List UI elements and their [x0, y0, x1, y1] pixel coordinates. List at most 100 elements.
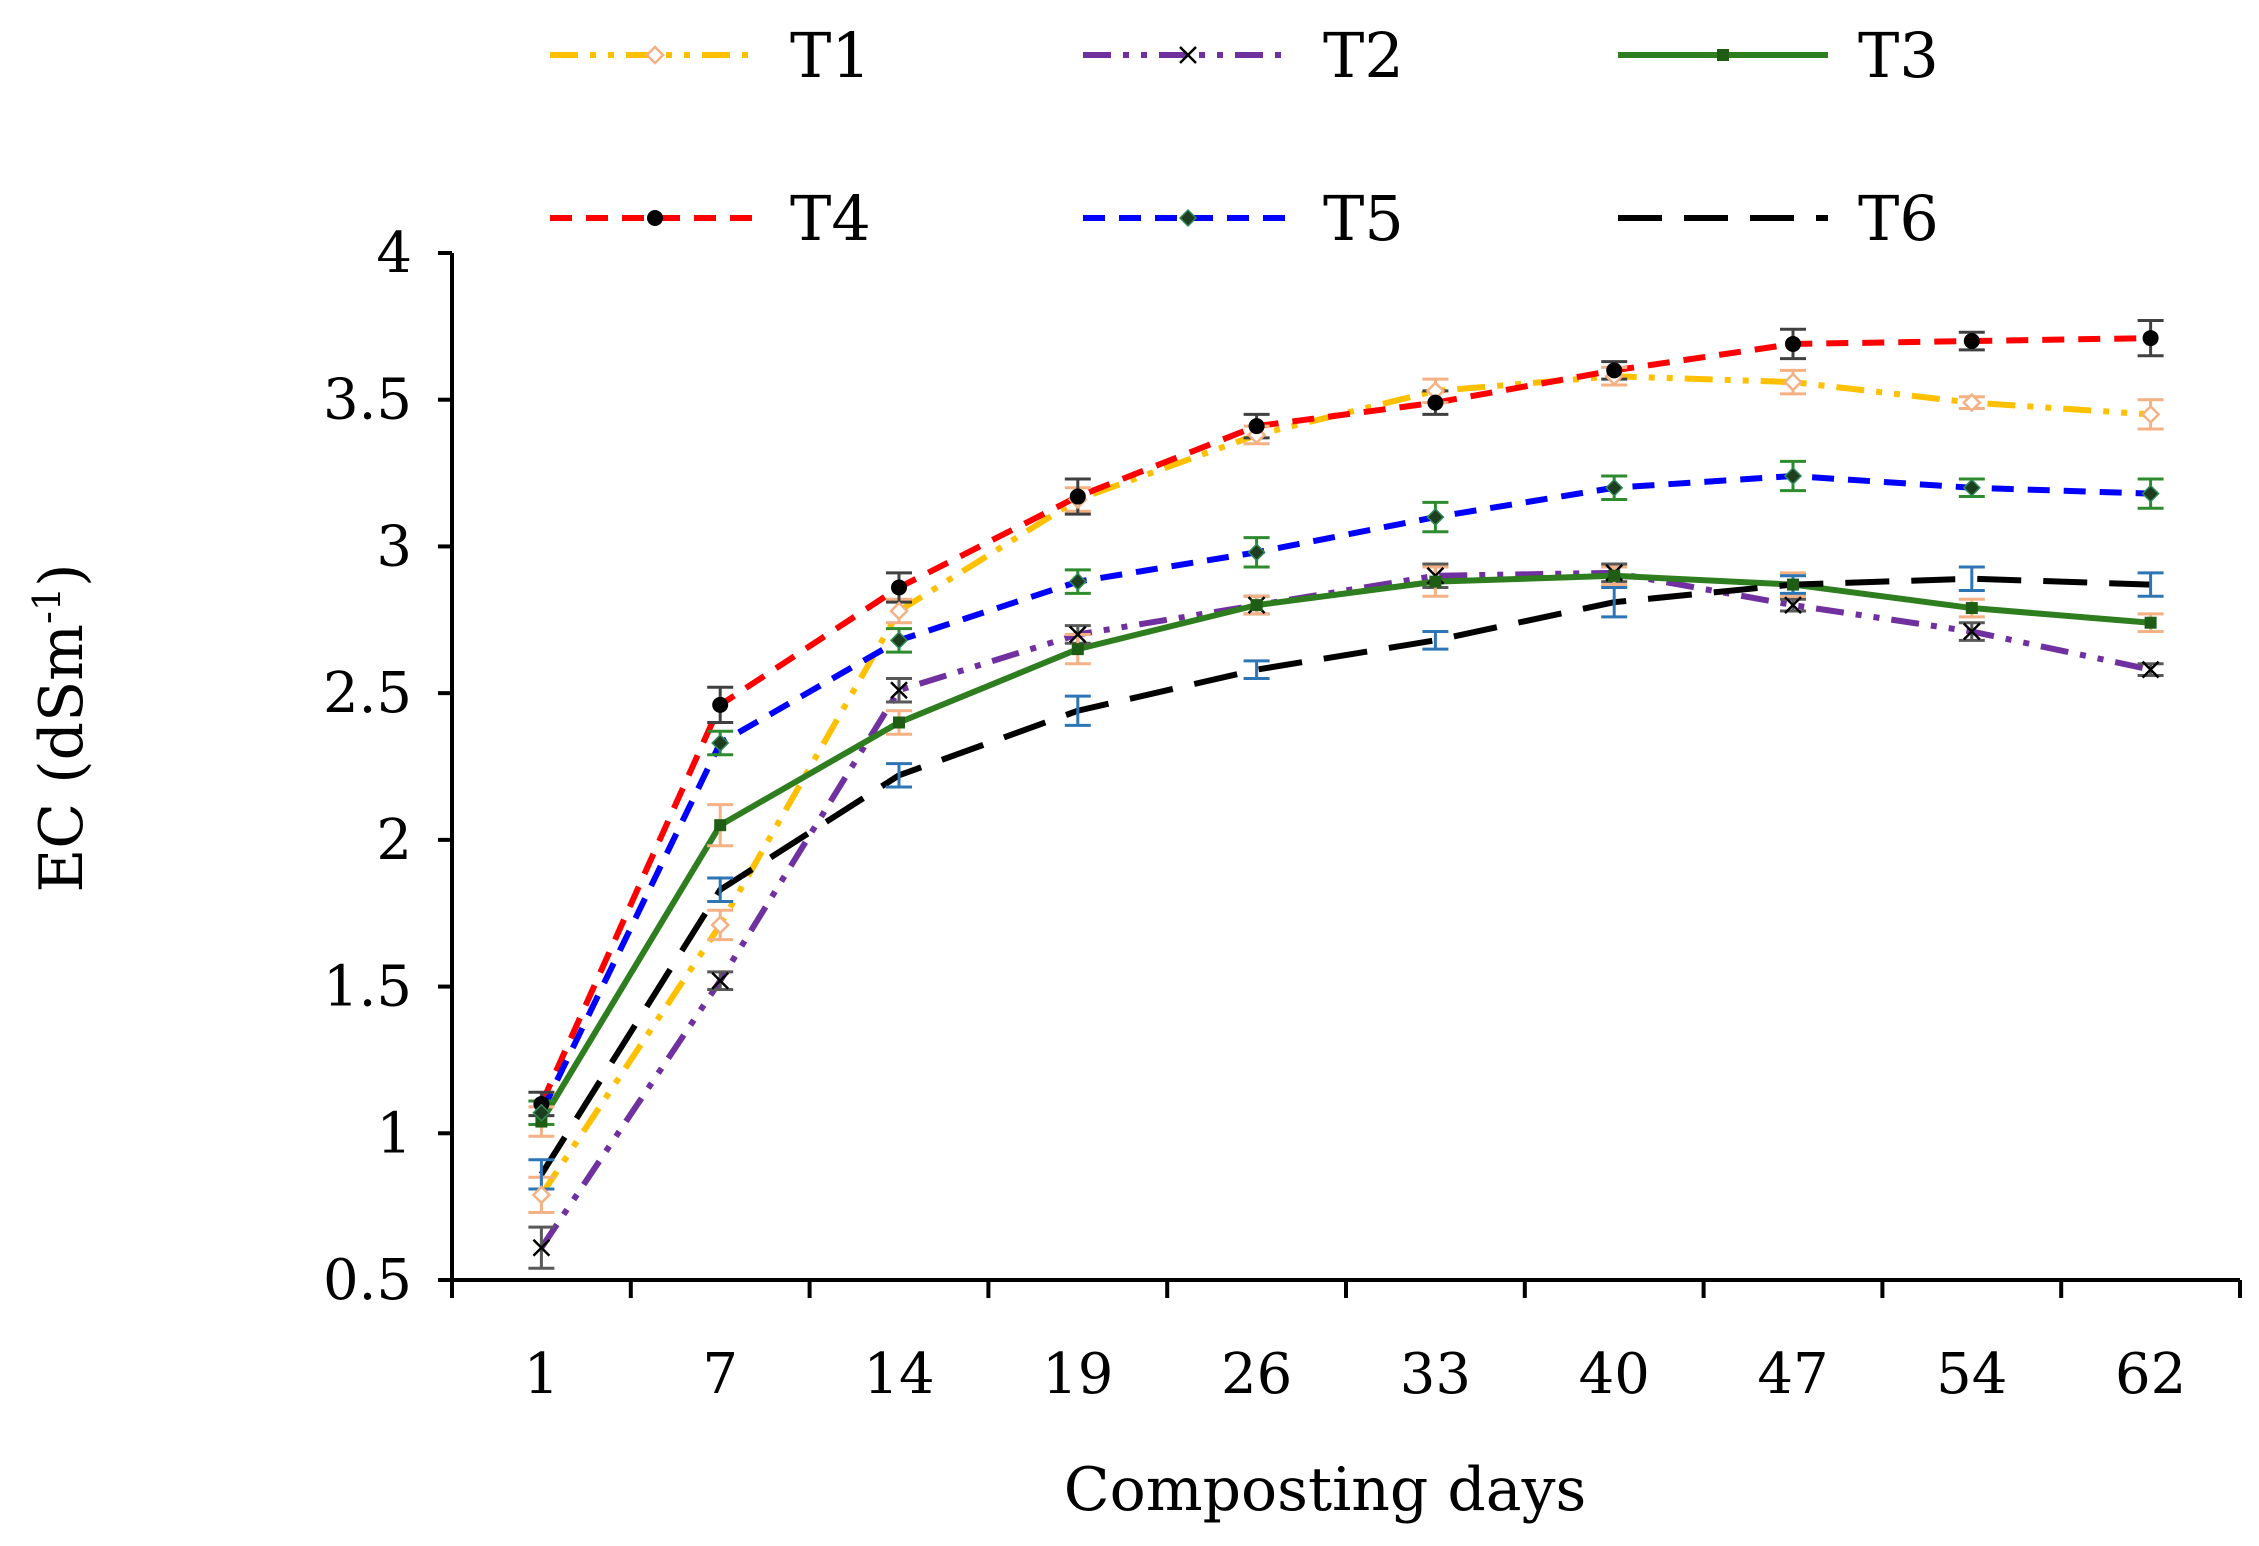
- data-point-t4: [1248, 418, 1265, 435]
- data-point-t5: [1068, 572, 1087, 591]
- data-point-t5: [711, 733, 730, 753]
- data-point-t2: [1784, 596, 1802, 614]
- data-point-t5: [1426, 508, 1445, 527]
- series-line-t3: [538, 572, 2151, 1124]
- data-point-t2: [2141, 660, 2160, 679]
- legend-item-t5: T5: [1083, 182, 1404, 255]
- legend-item-t6: T6: [1618, 182, 1939, 255]
- y-tick-label: 3: [376, 514, 412, 579]
- x-tick-label: 54: [1936, 1342, 2007, 1407]
- data-point-t3: [1608, 569, 1621, 582]
- legend-label-t3: T3: [1858, 19, 1939, 92]
- data-point-t3: [1071, 643, 1084, 656]
- legend-label-t5: T5: [1323, 182, 1404, 255]
- legend-label-t4: T4: [790, 182, 871, 255]
- data-point-t5: [2141, 484, 2160, 503]
- legend-item-t4: T4: [550, 182, 871, 255]
- series-line-t4: [538, 335, 2151, 1106]
- data-point-t4: [891, 579, 907, 596]
- y-tick-label: 4: [376, 221, 412, 286]
- x-tick-label: 33: [1400, 1342, 1471, 1407]
- data-point-t2-stroke-b: [890, 681, 908, 700]
- y-axis-title-main: EC (dSm: [27, 624, 97, 893]
- data-point-t4: [1606, 362, 1623, 379]
- data-point-t3: [1965, 602, 1978, 615]
- data-point-t3: [1429, 575, 1442, 588]
- data-point-t5: [1783, 466, 1803, 486]
- data-point-t4: [2142, 330, 2159, 347]
- y-axis-title-superscript: -1: [25, 587, 69, 624]
- error-bar-t6: [886, 762, 912, 789]
- data-point-t1: [1962, 392, 1982, 413]
- data-point-t2-stroke-b: [1784, 596, 1802, 614]
- data-point-t4: [712, 696, 729, 713]
- legend-label-t1: T1: [790, 19, 871, 92]
- data-point-t1: [710, 915, 730, 935]
- data-point-t2-stroke-b: [1068, 625, 1087, 644]
- series-line-t1: [538, 373, 2151, 1197]
- error-bar-t6: [1958, 565, 1985, 592]
- data-point-t2-stroke-b: [711, 971, 730, 990]
- legend-item-t3: T3: [1618, 19, 1939, 92]
- series-line-t2: [538, 569, 2152, 1250]
- x-tick-label: 19: [1042, 1342, 1113, 1407]
- y-tick-label: 1.5: [323, 955, 412, 1020]
- data-point-t4: [1963, 333, 1980, 350]
- legend-marker-t5: [1178, 208, 1198, 228]
- x-tick-label: 62: [2115, 1342, 2186, 1407]
- legend-item-t1: T1: [550, 19, 871, 92]
- error-bar-t6: [1422, 630, 1449, 651]
- series-line-t6: [538, 575, 2151, 1176]
- data-point-t4: [1427, 394, 1444, 411]
- data-point-t2-stroke-b: [2141, 660, 2160, 679]
- data-point-t2-stroke-b: [532, 1238, 551, 1257]
- data-point-t1: [889, 601, 909, 621]
- data-point-t5: [889, 631, 909, 650]
- error-bar-t6: [1064, 694, 1091, 727]
- data-point-t3: [714, 819, 727, 832]
- series-line-t5: [538, 473, 2151, 1115]
- x-tick-label: 1: [524, 1342, 560, 1407]
- data-point-t5: [1605, 478, 1624, 497]
- data-point-t4: [1785, 335, 1801, 352]
- y-tick-label: 3.5: [323, 368, 412, 433]
- error-bar-t6: [1243, 659, 1270, 680]
- y-tick-label: 0.5: [323, 1248, 412, 1313]
- legend: T1 T2 T3 T4 T5 T6: [550, 19, 1939, 255]
- y-tick-label: 1: [376, 1101, 412, 1166]
- data-point-t3: [1787, 578, 1799, 591]
- y-axis-title-close: ): [27, 563, 97, 586]
- x-tick-label: 40: [1579, 1342, 1650, 1407]
- data-point-t4: [1069, 488, 1086, 505]
- data-point-t5: [532, 1103, 551, 1122]
- error-bar-t6: [2137, 571, 2164, 598]
- legend-marker-t2-stroke-b: [1179, 46, 1197, 64]
- data-point-t2: [1068, 625, 1087, 644]
- axes: 0.5 1 1.5 2 2.5 3 3.5 4 1 7 14 19 26 33 40 47 54 62: [323, 221, 2242, 1407]
- legend-marker-t1: [645, 45, 665, 65]
- legend-item-t2: T2: [1083, 19, 1404, 92]
- legend-label-t6: T6: [1858, 182, 1939, 255]
- x-tick-label: 14: [863, 1342, 934, 1407]
- x-tick-label: 47: [1757, 1342, 1828, 1407]
- x-axis-title: Composting days: [1064, 1455, 1587, 1525]
- x-tick-label: 7: [702, 1342, 738, 1407]
- y-axis-title: EC (dSm-1): [25, 563, 97, 892]
- x-tick-label: 26: [1221, 1342, 1292, 1407]
- data-point-t2-stroke-b: [1962, 622, 1981, 641]
- error-bar-t6: [1601, 586, 1628, 619]
- data-markers: [531, 330, 2161, 1257]
- data-point-t2: [711, 971, 730, 990]
- data-point-t3: [893, 716, 905, 729]
- data-point-t1: [531, 1185, 552, 1205]
- data-point-t2: [1962, 622, 1981, 641]
- data-point-t1: [2140, 404, 2161, 425]
- error-bar-t6: [707, 876, 734, 903]
- data-point-t2: [532, 1238, 551, 1257]
- legend-label-t2: T2: [1323, 19, 1404, 92]
- data-point-t3: [1250, 599, 1263, 612]
- legend-marker-t3: [1717, 49, 1729, 61]
- data-point-t5: [1247, 543, 1266, 562]
- legend-marker-t4: [647, 210, 663, 226]
